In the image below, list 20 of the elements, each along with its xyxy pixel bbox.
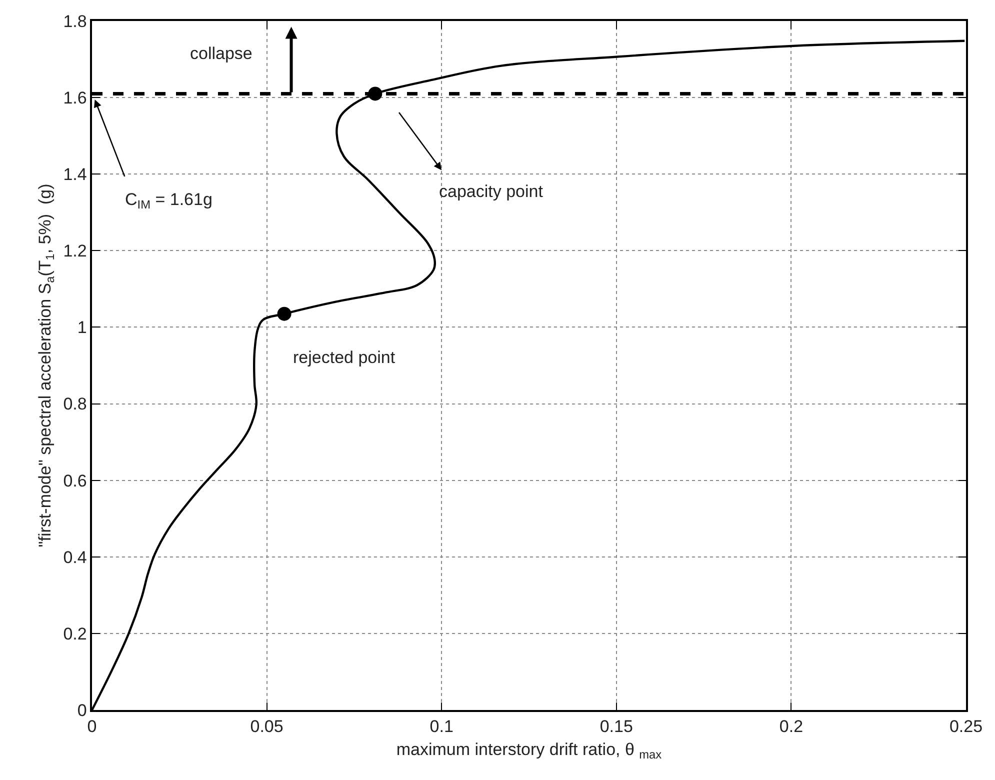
y-tick-label: 1.2 — [63, 242, 87, 261]
x-tick-label: 0.05 — [250, 717, 284, 736]
y-tick-label: 0.6 — [63, 471, 87, 490]
x-tick-label: 0.1 — [430, 717, 454, 736]
annotation: C$_{IM}$ = 1.61g — [125, 190, 212, 212]
y-tick-label: 0 — [77, 700, 87, 720]
y-tick-label: 1.4 — [63, 165, 87, 184]
x-axis-title: maximum interstory drift ratio, θ $_{max}$ — [396, 740, 662, 762]
x-tick-label: 0.25 — [949, 717, 983, 736]
annotation: capacity point — [439, 182, 544, 201]
annotation: collapse — [190, 44, 252, 63]
y-tick-label: 0.2 — [63, 624, 87, 644]
x-tick-label: 0.15 — [600, 717, 633, 736]
y-tick-label: 1.6 — [63, 88, 87, 108]
y-tick-label: 0.4 — [63, 548, 87, 567]
y-tick-label: 1 — [77, 318, 87, 338]
y-tick-label: 1.8 — [63, 12, 87, 31]
annotation: rejected point — [293, 348, 396, 367]
x-tick-label: 0.2 — [779, 717, 804, 736]
y-tick-label: 0.8 — [63, 394, 87, 414]
